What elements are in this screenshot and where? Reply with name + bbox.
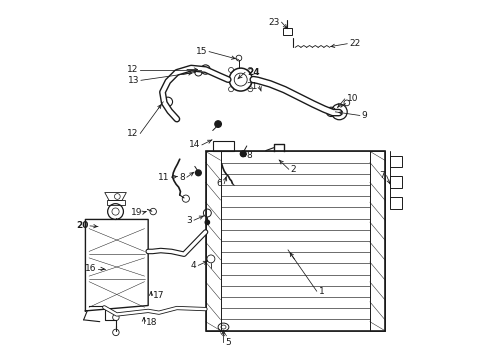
Text: 13: 13 <box>128 76 139 85</box>
Text: 2: 2 <box>291 165 296 174</box>
Bar <box>205 151 221 330</box>
Text: 20: 20 <box>76 221 88 230</box>
Text: 7: 7 <box>379 171 385 180</box>
Text: 4: 4 <box>191 261 196 270</box>
Text: 19: 19 <box>130 208 142 217</box>
Bar <box>370 151 385 330</box>
Text: 23: 23 <box>269 18 280 27</box>
Bar <box>213 141 234 151</box>
Text: 9: 9 <box>362 111 368 120</box>
Text: 14: 14 <box>189 140 200 149</box>
Text: 22: 22 <box>349 39 360 48</box>
Bar <box>390 156 402 167</box>
Text: 8: 8 <box>179 173 185 182</box>
Text: 1: 1 <box>318 287 324 296</box>
Text: 24: 24 <box>247 68 259 77</box>
Text: 21: 21 <box>246 82 258 91</box>
Text: 12: 12 <box>127 65 139 74</box>
Bar <box>390 176 402 188</box>
Circle shape <box>196 170 201 176</box>
Text: 5: 5 <box>225 338 231 347</box>
Text: 6: 6 <box>217 179 222 188</box>
Bar <box>283 28 292 35</box>
Bar <box>107 200 124 205</box>
Text: 11: 11 <box>158 173 170 182</box>
Text: 17: 17 <box>153 291 164 300</box>
Text: 18: 18 <box>146 318 157 327</box>
Bar <box>205 151 385 330</box>
Circle shape <box>205 220 210 225</box>
Text: 15: 15 <box>196 47 207 56</box>
Text: 10: 10 <box>346 94 358 103</box>
Bar <box>390 197 402 209</box>
Circle shape <box>240 151 246 157</box>
Text: 16: 16 <box>85 265 96 274</box>
Text: 12: 12 <box>127 129 139 138</box>
Text: 8: 8 <box>247 151 252 160</box>
Text: 3: 3 <box>187 216 192 225</box>
Circle shape <box>215 121 221 127</box>
